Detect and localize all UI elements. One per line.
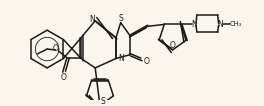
Text: N: N bbox=[191, 20, 197, 29]
Text: O: O bbox=[143, 57, 149, 66]
Text: S: S bbox=[118, 14, 123, 23]
Text: O: O bbox=[53, 44, 59, 53]
Text: O: O bbox=[60, 73, 66, 82]
Text: N: N bbox=[89, 15, 95, 24]
Text: N: N bbox=[218, 20, 223, 29]
Text: N: N bbox=[118, 54, 124, 63]
Text: S: S bbox=[100, 97, 105, 106]
Text: CH₃: CH₃ bbox=[229, 21, 242, 27]
Text: O: O bbox=[169, 41, 176, 50]
